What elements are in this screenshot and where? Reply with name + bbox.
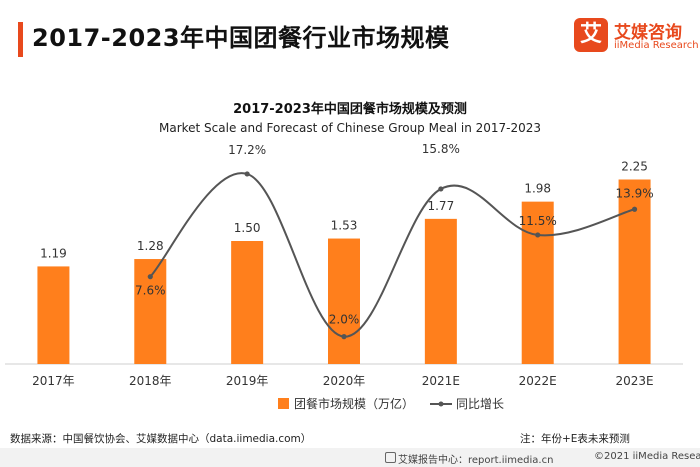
- growth-line: [149, 172, 635, 338]
- growth-point-2: [244, 171, 250, 177]
- chart-title: 2017-2023年中国团餐市场规模及预测: [233, 102, 467, 117]
- growth-point-4: [438, 186, 444, 192]
- bar-0: [37, 266, 70, 364]
- growth-point-1: [147, 274, 153, 280]
- page-title: 2017-2023年中国团餐行业市场规模: [32, 24, 450, 52]
- legend-bar-label: 团餐市场规模（万亿）: [294, 397, 415, 411]
- bar-value-label-0: 1.19: [40, 246, 67, 260]
- growth-label-5: 11.5%: [519, 214, 557, 228]
- report-center-icon: [385, 452, 396, 463]
- x-tick-label-0: 2017年: [32, 374, 75, 388]
- growth-point-6: [631, 206, 638, 212]
- report-center-link[interactable]: 艾媒报告中心：report.iimedia.cn: [398, 455, 554, 466]
- title-accent-bar: [18, 22, 23, 57]
- bar-value-label-1: 1.28: [137, 239, 164, 253]
- legend-line-swatch: [430, 401, 452, 407]
- iimedia-logo: 艾 艾媒咨询 iiMedia Research: [574, 18, 699, 62]
- logo-name-en: iiMedia Research: [614, 40, 699, 51]
- bar-value-label-5: 1.98: [524, 182, 551, 196]
- bar-4: [424, 218, 457, 364]
- chart-legend: 团餐市场规模（万亿） 同比增长: [0, 394, 700, 414]
- growth-label-2: 17.2%: [228, 143, 266, 157]
- legend-bar-swatch: [278, 398, 289, 409]
- page-header: 2017-2023年中国团餐行业市场规模 艾 艾媒咨询 iiMedia Rese…: [0, 0, 700, 76]
- growth-label-1: 7.6%: [135, 284, 166, 298]
- bar-3: [328, 238, 360, 364]
- bar-value-label-2: 1.50: [234, 221, 261, 235]
- bar-5: [521, 201, 554, 364]
- chart-canvas: 1.19 2017年 1.28 2018年 1.50 2019年 1.53 2020年 1.77…: [5, 142, 683, 388]
- data-source-note: 数据来源：中国餐饮协会、艾媒数据中心（data.iimedia.com）: [10, 433, 312, 445]
- logo-name-cn: 艾媒咨询: [614, 23, 682, 43]
- x-tick-label-1: 2018年: [129, 374, 172, 388]
- legend-line-label: 同比增长: [456, 397, 505, 411]
- x-tick-label-3: 2020年: [323, 374, 366, 388]
- footer-bar: 艾媒报告中心：report.iimedia.cn ©2021 iiMedia R…: [0, 448, 700, 467]
- bar-value-label-3: 1.53: [331, 219, 358, 233]
- copyright-text: ©2021 iiMedia Research Inc: [594, 451, 700, 462]
- growth-point-3: [341, 334, 347, 340]
- x-tick-label-6: 2023E: [616, 374, 654, 388]
- x-tick-label-2: 2019年: [226, 374, 269, 388]
- x-tick-label-4: 2021E: [422, 374, 460, 388]
- bar-2: [231, 241, 264, 364]
- forecast-note: 注：年份+E表未来预测: [520, 433, 630, 445]
- logo-mark-icon: 艾: [574, 18, 608, 52]
- bar-value-label-4: 1.77: [427, 199, 454, 213]
- bar-value-label-6: 2.25: [621, 160, 648, 174]
- growth-label-3: 2.0%: [329, 313, 360, 327]
- growth-label-6: 13.9%: [616, 186, 654, 200]
- growth-point-5: [535, 232, 541, 238]
- growth-label-4: 15.8%: [422, 142, 460, 156]
- chart-subtitle: Market Scale and Forecast of Chinese Gro…: [158, 121, 542, 135]
- x-tick-label-5: 2022E: [519, 374, 557, 388]
